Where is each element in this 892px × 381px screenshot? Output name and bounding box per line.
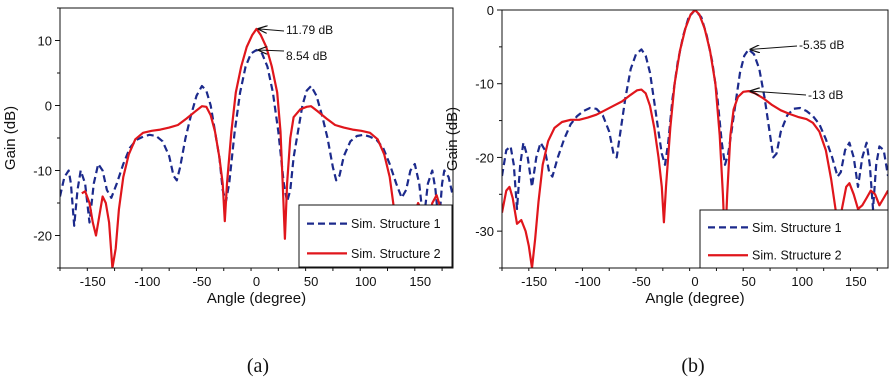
panel-label: (b) xyxy=(681,355,704,377)
plot-frame xyxy=(501,9,889,269)
x-tick-label: 50 xyxy=(304,274,318,289)
legend-label: Sim. Structure 1 xyxy=(351,217,441,231)
x-tick-label: 100 xyxy=(355,274,377,289)
y-tick-label: -10 xyxy=(33,164,52,179)
annotation-arrow xyxy=(751,91,807,95)
x-tick-label: 0 xyxy=(691,274,698,289)
x-axis-title: Angle (degree) xyxy=(207,290,306,307)
x-tick-label: 50 xyxy=(741,274,755,289)
x-tick-label: -100 xyxy=(134,274,160,289)
x-tick-label: -50 xyxy=(632,274,651,289)
series-line-structure-2 xyxy=(81,27,399,268)
legend-label: Sim. Structure 1 xyxy=(752,221,842,235)
series-line-structure-1 xyxy=(60,48,453,227)
y-tick-label: 10 xyxy=(38,34,52,49)
x-tick-label: -50 xyxy=(193,274,212,289)
x-tick-label: -150 xyxy=(521,274,547,289)
annotation-label: 11.79 dB xyxy=(286,23,333,37)
x-tick-label: 150 xyxy=(845,274,867,289)
annotation-label: -13 dB xyxy=(808,88,843,102)
y-tick-label: -20 xyxy=(33,229,52,244)
series-line-structure-1 xyxy=(502,10,888,211)
panel-label: (a) xyxy=(247,355,269,377)
y-tick-label: -20 xyxy=(475,150,494,165)
x-tick-label: 100 xyxy=(791,274,813,289)
annotation-label: 8.54 dB xyxy=(286,49,327,63)
legend-box xyxy=(298,204,453,268)
annotation-label: -5.35 dB xyxy=(799,38,844,52)
x-tick-label: 0 xyxy=(253,274,260,289)
annotation-arrow xyxy=(751,46,798,49)
x-axis-title: Angle (degree) xyxy=(645,290,744,307)
x-tick-label: -100 xyxy=(575,274,601,289)
y-tick-label: -30 xyxy=(475,224,494,239)
annotation-arrow xyxy=(259,29,285,31)
legend-label: Sim. Structure 2 xyxy=(351,247,441,261)
x-tick-label: 150 xyxy=(409,274,431,289)
y-axis-title: Gain (dB) xyxy=(444,107,461,171)
y-axis-title: Gain (dB) xyxy=(2,106,19,170)
annotation-arrow xyxy=(259,50,285,51)
y-tick-label: 0 xyxy=(45,99,52,114)
legend-box xyxy=(699,209,889,269)
y-tick-label: -10 xyxy=(475,77,494,92)
x-tick-label: -150 xyxy=(80,274,106,289)
y-tick-label: 0 xyxy=(487,3,494,18)
legend-label: Sim. Structure 2 xyxy=(752,249,842,263)
